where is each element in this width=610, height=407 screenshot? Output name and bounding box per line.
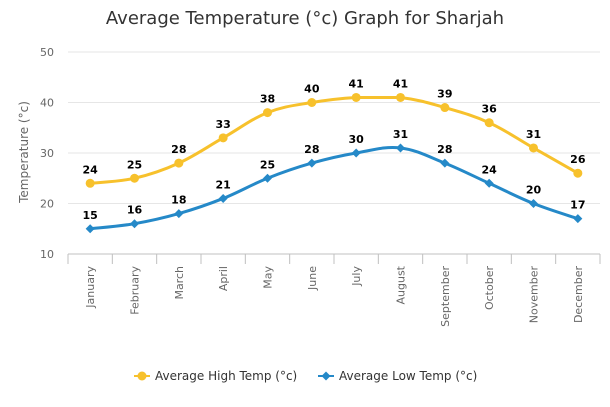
- data-label: 28: [304, 143, 319, 156]
- x-tick-label: August: [395, 265, 408, 304]
- data-label: 30: [349, 133, 365, 146]
- x-tick-label: October: [483, 266, 496, 310]
- data-point: [440, 103, 450, 113]
- data-point: [351, 92, 361, 102]
- x-tick-label: January: [84, 266, 97, 309]
- data-point: [396, 143, 405, 153]
- data-label: 38: [260, 93, 275, 106]
- data-point: [130, 219, 139, 229]
- data-label: 18: [171, 194, 186, 207]
- data-point: [174, 209, 184, 219]
- x-tick-label: May: [262, 266, 275, 289]
- y-tick-label: 40: [40, 97, 54, 110]
- data-point: [307, 98, 317, 107]
- y-tick-label: 10: [40, 248, 54, 261]
- data-label: 26: [570, 153, 586, 166]
- data-label: 15: [83, 209, 98, 222]
- x-axis: January February March April May June July Augu…: [67, 254, 601, 327]
- data-label: 25: [260, 158, 275, 171]
- legend-item[interactable]: Average Low Temp (°c): [318, 369, 477, 383]
- data-point: [573, 168, 583, 178]
- x-tick-label: June: [306, 266, 319, 291]
- data-labels: 24 25 28 33 38 40 41 41 39 36 31 26 15 16 18 21 25 28 30 31…: [83, 77, 586, 221]
- legend-label: Average High Temp (°c): [155, 369, 297, 383]
- data-label: 25: [127, 158, 142, 171]
- series-line: [88, 146, 580, 231]
- x-tick-label: March: [173, 266, 186, 300]
- legend-marker: [137, 371, 147, 381]
- data-point: [263, 108, 272, 118]
- x-tick-label: November: [528, 266, 541, 324]
- y-tick-label: 20: [40, 198, 54, 211]
- data-point: [85, 224, 95, 234]
- data-point: [396, 92, 405, 102]
- x-tick-label: September: [439, 266, 452, 327]
- data-label: 24: [83, 163, 99, 176]
- y-tick-label: 30: [40, 147, 54, 160]
- data-point: [130, 173, 139, 183]
- data-label: 20: [526, 184, 542, 197]
- data-label: 31: [393, 128, 408, 141]
- data-point: [174, 158, 184, 168]
- legend-label: Average Low Temp (°c): [339, 369, 477, 383]
- data-point: [440, 158, 450, 168]
- data-point: [263, 173, 272, 183]
- data-point: [307, 158, 317, 168]
- data-point: [218, 193, 228, 203]
- data-point: [218, 133, 228, 143]
- data-point: [529, 143, 538, 153]
- data-label: 40: [304, 83, 320, 96]
- data-label: 17: [570, 199, 585, 212]
- data-label: 41: [393, 77, 408, 90]
- y-tick-label: 50: [40, 46, 54, 59]
- data-point: [484, 118, 494, 128]
- data-label: 41: [349, 77, 364, 90]
- x-tick-label: December: [572, 266, 585, 324]
- data-label: 31: [526, 128, 541, 141]
- data-label: 33: [216, 118, 231, 131]
- chart-title: Average Temperature (°c) Graph for Sharj…: [106, 8, 504, 29]
- legend-item[interactable]: Average High Temp (°c): [134, 369, 297, 383]
- y-axis-label: Temperature (°c): [17, 101, 31, 204]
- series-line: [88, 95, 580, 185]
- series-layer: [85, 92, 583, 234]
- data-label: 28: [171, 143, 186, 156]
- data-label: 24: [482, 163, 498, 176]
- data-point: [351, 148, 361, 158]
- data-point: [484, 178, 494, 188]
- x-tick-label: April: [217, 266, 230, 291]
- x-tick-label: July: [350, 266, 363, 287]
- data-point: [85, 178, 95, 188]
- grid-lines: 10 20 30 40 50: [40, 46, 600, 261]
- data-label: 36: [482, 103, 498, 116]
- data-label: 21: [216, 178, 231, 191]
- data-label: 16: [127, 204, 143, 217]
- legend[interactable]: Average High Temp (°c) Average Low Temp (…: [134, 369, 477, 383]
- x-tick-label: February: [129, 266, 142, 315]
- data-point: [573, 214, 583, 224]
- data-label: 39: [437, 88, 452, 101]
- data-label: 28: [437, 143, 452, 156]
- legend-marker: [321, 371, 331, 381]
- data-point: [529, 199, 538, 208]
